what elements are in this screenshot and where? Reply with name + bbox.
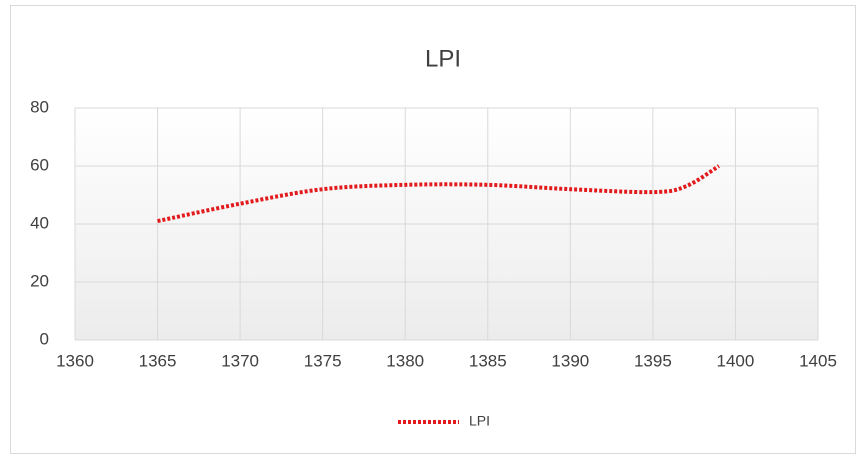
x-tick-label: 1405 [799,351,837,370]
x-tick-label: 1390 [551,351,589,370]
x-tick-label: 1400 [717,351,755,370]
x-tick-label: 1375 [304,351,342,370]
y-tick-label: 20 [30,271,49,290]
x-tick-label: 1380 [386,351,424,370]
x-tick-label: 1395 [634,351,672,370]
x-tick-label: 1370 [221,351,259,370]
y-tick-label: 60 [30,155,49,174]
y-tick-label: 40 [30,213,49,232]
y-tick-label: 0 [40,329,49,348]
x-tick-label: 1365 [139,351,177,370]
legend-label: LPI [469,413,490,429]
data-line [157,164,721,224]
x-tick-label: 1360 [56,351,94,370]
x-tick-label: 1385 [469,351,507,370]
y-tick-label: 80 [30,97,49,116]
chart-title: LPI [425,45,461,72]
